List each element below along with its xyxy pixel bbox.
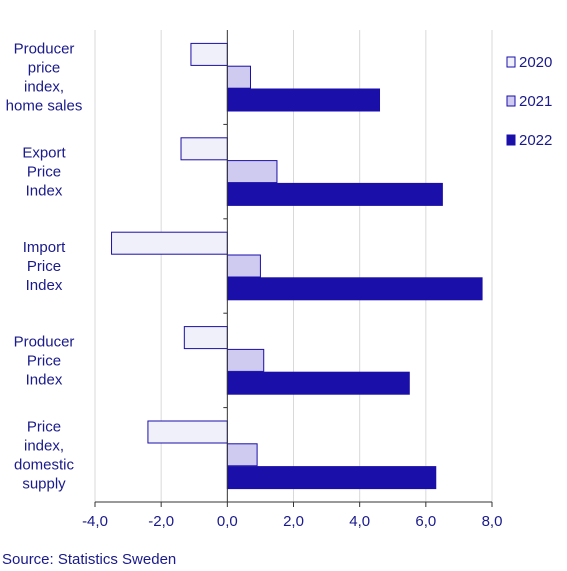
x-tick-label: 0,0 xyxy=(217,513,238,530)
legend-label: 2021 xyxy=(519,93,552,110)
x-tick-label: 4,0 xyxy=(349,513,370,530)
bar-2020 xyxy=(190,42,228,66)
category-label: Producer xyxy=(14,333,75,350)
bar-chart: Producer price index, home sales Export Price… xyxy=(6,30,552,530)
category-label: Export xyxy=(22,145,66,162)
x-tick-label: 8,0 xyxy=(482,513,503,530)
bar-2020 xyxy=(180,137,228,161)
category-label: Price xyxy=(27,164,61,181)
legend-swatch-2020 xyxy=(506,56,516,68)
legend-label: 2022 xyxy=(519,132,552,149)
bar-2022 xyxy=(226,88,381,112)
bar-2022 xyxy=(226,466,437,490)
bar-2022 xyxy=(226,277,483,301)
category-label: index, xyxy=(24,437,64,454)
bar-2021 xyxy=(226,65,251,89)
x-tick-label: 6,0 xyxy=(415,513,436,530)
category-label: domestic xyxy=(14,456,75,473)
bar-2020 xyxy=(183,326,228,350)
x-tick-label: 2,0 xyxy=(283,513,304,530)
source-note: Source: Statistics Sweden xyxy=(2,551,177,568)
bar-2021 xyxy=(226,348,265,372)
bar-2021 xyxy=(226,160,278,184)
category-label: Price xyxy=(27,352,61,369)
category-label: index, xyxy=(24,79,64,96)
category-label: Index xyxy=(26,371,63,388)
bar-2020 xyxy=(111,231,228,255)
bar-2022 xyxy=(226,371,410,395)
bar-2021 xyxy=(226,254,261,278)
legend-swatch-2022 xyxy=(506,134,516,146)
x-tick-label: -4,0 xyxy=(82,513,108,530)
category-label: home sales xyxy=(6,98,83,115)
legend-label: 2020 xyxy=(519,54,552,71)
category-label: Import xyxy=(23,239,66,256)
category-label: Index xyxy=(26,277,63,294)
legend-swatch-2021 xyxy=(506,95,516,107)
category-label: Index xyxy=(26,183,63,200)
category-label: price xyxy=(28,60,61,77)
bar-2020 xyxy=(147,420,228,444)
category-label: Producer xyxy=(14,41,75,58)
x-tick-label: -2,0 xyxy=(148,513,174,530)
bar-2022 xyxy=(226,182,443,206)
bar-2021 xyxy=(226,443,258,467)
category-label: Price xyxy=(27,418,61,435)
category-label: supply xyxy=(22,475,66,492)
category-label: Price xyxy=(27,258,61,275)
